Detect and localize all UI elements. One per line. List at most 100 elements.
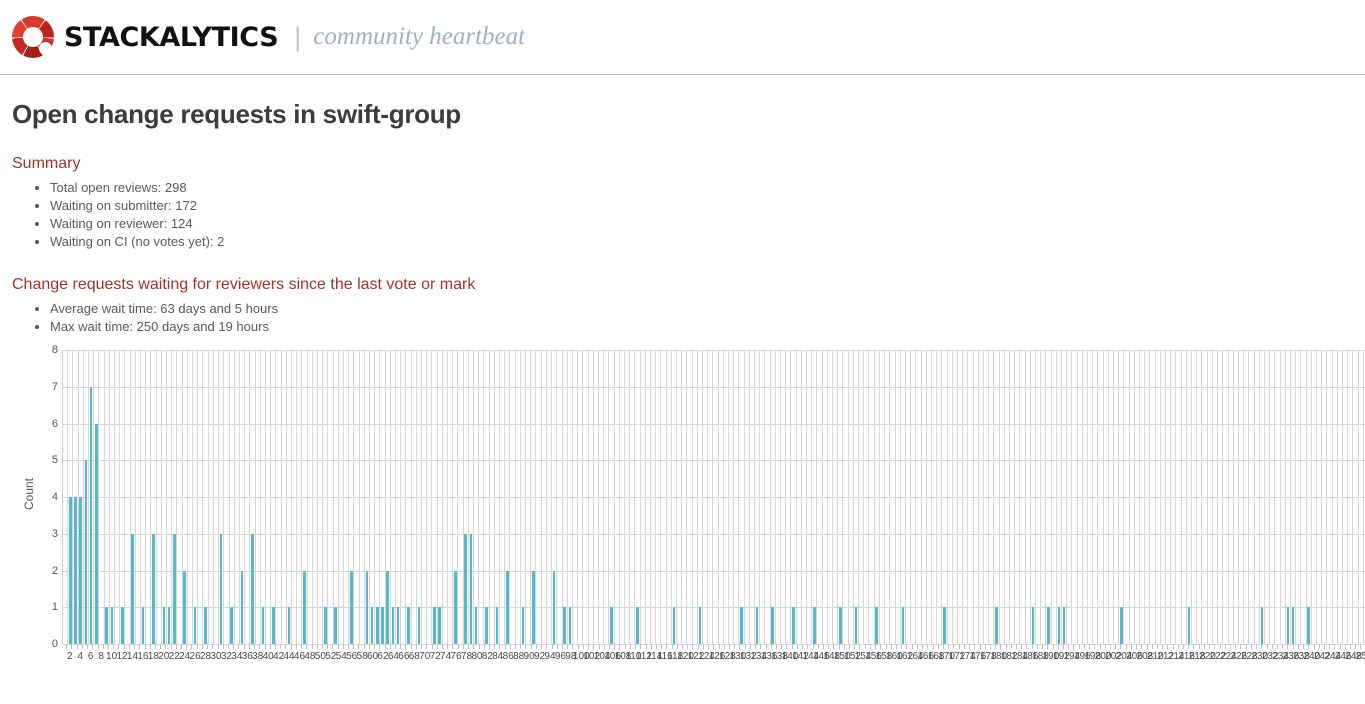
chart-bar[interactable] [485, 607, 488, 644]
chart-bar-slot [1255, 350, 1260, 644]
chart-bar-slot [713, 350, 719, 644]
chart-bar-slot [984, 350, 990, 644]
chart-bar[interactable] [506, 570, 509, 644]
chart-bar[interactable] [173, 533, 176, 644]
chart-bar[interactable] [407, 607, 410, 644]
chart-bar[interactable] [261, 607, 265, 644]
chart-bar[interactable] [417, 607, 421, 644]
chart-bar-slot [651, 350, 657, 644]
chart-bar[interactable] [474, 607, 478, 644]
chart-bar[interactable] [183, 570, 187, 644]
chart-bar[interactable] [995, 607, 998, 644]
chart-bar-slot [1109, 350, 1115, 644]
chart-bar-slot [417, 350, 423, 644]
chart-bar[interactable] [219, 533, 223, 644]
chart-bar[interactable] [162, 607, 166, 644]
chart-bar[interactable] [69, 497, 72, 644]
chart-bar-slot [360, 350, 365, 644]
chart-bar[interactable] [454, 570, 457, 644]
chart-bar[interactable] [438, 607, 442, 644]
chart-bar[interactable] [698, 607, 702, 644]
chart-bar[interactable] [152, 533, 155, 644]
chart-x-tick-label: 88 [513, 651, 525, 662]
chart-bar[interactable] [1120, 607, 1123, 644]
chart-x-tick [584, 644, 590, 649]
chart-bar[interactable] [792, 607, 795, 644]
chart-bar[interactable] [271, 607, 275, 644]
chart-bar[interactable] [552, 570, 556, 644]
chart-bar-slot [177, 350, 183, 644]
chart-bar[interactable] [1062, 607, 1066, 644]
chart-bar[interactable] [95, 423, 98, 644]
chart-bar[interactable] [495, 607, 499, 644]
chart-bar[interactable] [563, 607, 566, 644]
chart-bar[interactable] [323, 607, 327, 644]
chart-x-tick [307, 644, 313, 649]
chart-bar[interactable] [204, 607, 207, 644]
chart-bar[interactable] [287, 607, 291, 644]
chart-bar[interactable] [901, 607, 905, 644]
chart-bar[interactable] [141, 607, 145, 644]
chart-bar[interactable] [755, 607, 759, 644]
chart-bar-slot [256, 350, 261, 644]
chart-x-tick [1262, 644, 1268, 649]
chart-bar[interactable] [875, 607, 879, 644]
chart-bar[interactable] [89, 386, 93, 644]
chart-bar[interactable] [1307, 607, 1310, 644]
chart-bar[interactable] [1057, 607, 1061, 644]
chart-bar[interactable] [813, 607, 816, 644]
chart-bar[interactable] [469, 533, 473, 644]
chart-bar[interactable] [370, 607, 374, 644]
chart-bar[interactable] [1187, 607, 1191, 644]
chart-bar[interactable] [610, 607, 613, 644]
chart-bar[interactable] [334, 607, 337, 644]
chart-bar[interactable] [79, 497, 82, 644]
chart-bar[interactable] [532, 570, 535, 644]
chart-bar[interactable] [740, 607, 743, 644]
chart-bar[interactable] [1260, 607, 1264, 644]
chart-x-tick [965, 644, 971, 649]
chart-bar[interactable] [839, 607, 842, 644]
chart-y-tick: 5 [51, 454, 58, 467]
chart-bar[interactable] [167, 607, 171, 644]
chart-bar-slot [1187, 350, 1193, 644]
chart-bar[interactable] [365, 570, 369, 644]
chart-x-tick [1356, 644, 1362, 649]
chart-bar[interactable] [386, 570, 389, 644]
chart-bar[interactable] [131, 533, 135, 644]
brand-home-link[interactable]: STACKALYTICS [12, 16, 279, 58]
chart-bar-slot [1093, 350, 1099, 644]
chart-bar[interactable] [303, 570, 306, 644]
chart-bar[interactable] [396, 607, 400, 644]
chart-bar[interactable] [230, 607, 233, 644]
chart-bar[interactable] [771, 607, 775, 644]
chart-bar[interactable] [433, 607, 436, 644]
chart-bar[interactable] [110, 607, 114, 644]
chart-bar[interactable] [943, 607, 946, 644]
chart-bar[interactable] [74, 497, 77, 644]
chart-bar-slot [94, 350, 100, 644]
chart-bar[interactable] [1286, 607, 1290, 644]
chart-bar[interactable] [105, 607, 109, 644]
chart-bar[interactable] [391, 607, 395, 644]
chart-x-tick [1215, 644, 1221, 649]
chart-bar-slot [261, 350, 266, 644]
chart-bar[interactable] [375, 607, 379, 644]
chart-bar[interactable] [121, 607, 124, 644]
chart-bar[interactable] [349, 570, 353, 644]
chart-bar[interactable] [568, 607, 572, 644]
chart-bar[interactable] [193, 607, 197, 644]
chart-bar[interactable] [1031, 607, 1035, 644]
chart-bar[interactable] [1047, 607, 1050, 644]
chart-bar[interactable] [1291, 607, 1295, 644]
chart-bar[interactable] [464, 533, 468, 644]
chart-bar[interactable] [672, 607, 676, 644]
chart-x-tick [615, 644, 621, 649]
chart-bar[interactable] [84, 460, 88, 644]
chart-bar[interactable] [854, 607, 858, 644]
chart-bar[interactable] [381, 607, 384, 644]
chart-bar[interactable] [251, 533, 254, 644]
chart-bar[interactable] [521, 607, 525, 644]
chart-bar[interactable] [636, 607, 639, 644]
chart-bar[interactable] [240, 570, 244, 644]
